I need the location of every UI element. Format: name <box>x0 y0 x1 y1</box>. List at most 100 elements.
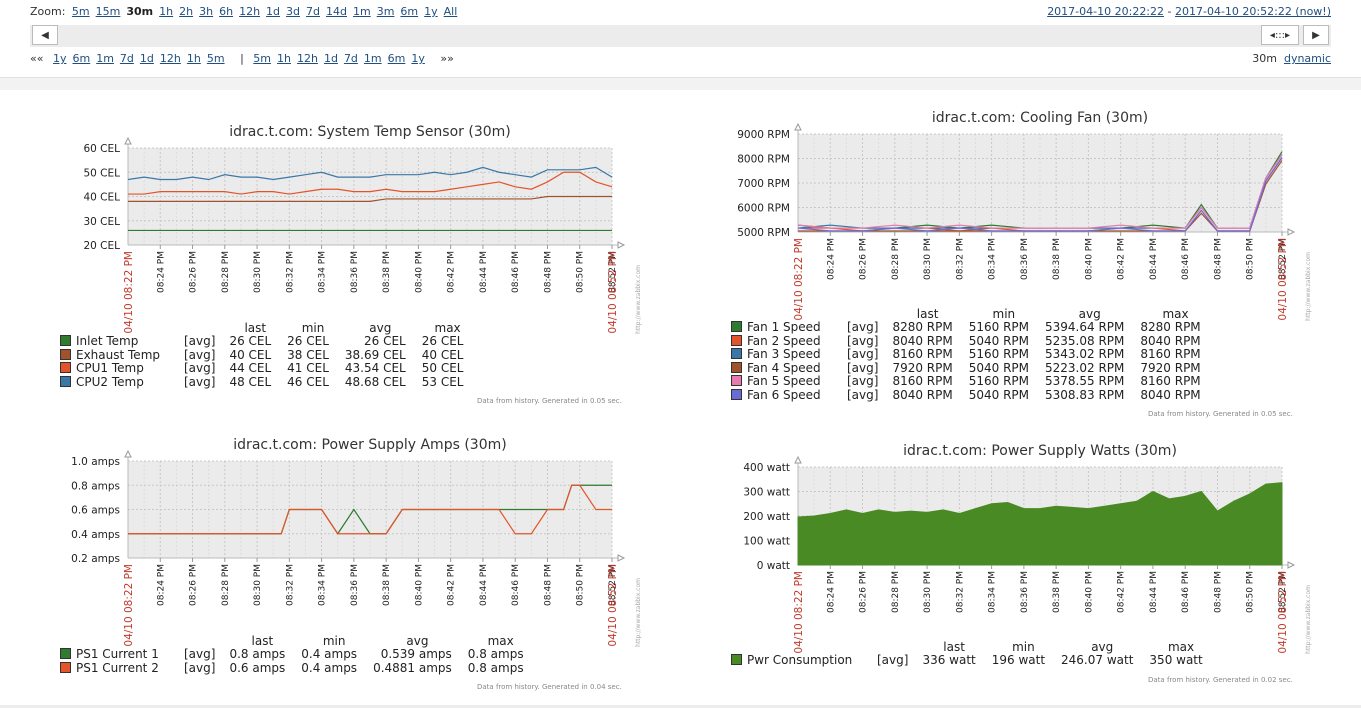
x-start-label: 04/10 08:22 PM <box>123 251 135 334</box>
zoom-option-1d[interactable]: 1d <box>266 5 281 18</box>
nav-back-1m[interactable]: 1m <box>96 52 114 65</box>
legend-header-blank <box>731 307 847 321</box>
x-axis-arrow <box>617 241 626 249</box>
nav-back-5m[interactable]: 5m <box>206 52 225 65</box>
graph-temp: idrac.t.com: System Temp Sensor (30m) 60 … <box>55 118 655 348</box>
legend-min: 38 CEL <box>287 347 329 362</box>
legend-header-max: max <box>1162 307 1189 321</box>
nav-forward-5m[interactable]: 5m <box>253 52 271 65</box>
legend-header-blank <box>184 321 229 335</box>
zoom-option-all[interactable]: All <box>443 5 458 18</box>
zoom-row: Zoom: 5m 15m 30m 1h 2h 3h 6h 12h 1d 3d 7d 14d 1m 3m 6m… <box>30 5 466 18</box>
legend-series-name: Fan 4 Speed <box>747 360 821 375</box>
nav-back-7d[interactable]: 7d <box>119 52 134 65</box>
zoom-option-3h[interactable]: 3h <box>199 5 214 18</box>
zoom-option-6h[interactable]: 6h <box>219 5 234 18</box>
zoom-option-1h[interactable]: 1h <box>159 5 174 18</box>
x-tick-label: 08:38 PM <box>1052 571 1062 613</box>
zoom-option-15m[interactable]: 15m <box>95 5 121 18</box>
forward-marker: »» <box>440 52 454 65</box>
zoom-option-14d[interactable]: 14d <box>326 5 347 18</box>
y-tick-label: 0.8 amps <box>71 480 120 492</box>
legend-series: Fan 2 Speed <box>731 334 847 349</box>
legend-last: 8160 RPM <box>892 374 953 388</box>
x-tick-label: 08:24 PM <box>826 571 836 613</box>
y-tick-label: 0 watt <box>757 560 790 572</box>
legend-series: CPU1 Temp <box>60 361 184 376</box>
legend-avg: 5308.83 RPM <box>1045 387 1125 402</box>
period-value: 30m <box>1252 52 1277 65</box>
graph-fan-title: idrac.t.com: Cooling Fan (30m) <box>932 110 1148 126</box>
nav-forward-7d[interactable]: 7d <box>343 52 358 65</box>
legend-min: 5160 RPM <box>968 347 1029 361</box>
series-line-ps1-current-2 <box>128 484 612 535</box>
nav-forward-1y[interactable]: 1y <box>411 52 425 65</box>
legend-row: Fan 3 Speed [avg] 8160 RPM 5160 RPM 5343.02 … <box>731 347 1217 362</box>
x-tick-label: 08:50 PM <box>1246 571 1256 613</box>
scroll-right-button[interactable]: ▶ <box>1303 25 1329 45</box>
x-tick-label: 08:36 PM <box>350 251 360 293</box>
legend-swatch <box>60 348 71 360</box>
legend-amps: last min avg max PS1 Current 1 [avg] 0.8 amps 0… <box>60 634 540 675</box>
legend-header-blank <box>60 634 184 648</box>
period-separator: - <box>1164 5 1175 18</box>
y-axis-arrow <box>124 449 132 458</box>
zoom-option-5m[interactable]: 5m <box>71 5 90 18</box>
legend-header-row: last min avg max <box>60 634 540 648</box>
zoom-option-12h[interactable]: 12h <box>239 5 261 18</box>
dynamic-mode-link[interactable]: dynamic <box>1283 52 1331 65</box>
zoom-option-7d[interactable]: 7d <box>306 5 320 18</box>
legend-row: Fan 5 Speed [avg] 8160 RPM 5160 RPM 5378.55 … <box>731 374 1217 389</box>
zoom-option-30m[interactable]: 30m <box>126 5 154 18</box>
x-axis-arrow <box>1287 561 1296 569</box>
scroll-handle[interactable]: ◂:::▸ <box>1261 25 1299 45</box>
nav-back-1d[interactable]: 1d <box>139 52 154 65</box>
nav-forward-1d[interactable]: 1d <box>323 52 338 65</box>
watermark: http://www.zabbix.com <box>635 578 642 647</box>
timeline-scrollbar[interactable]: ◀ ◂:::▸ ▶ <box>30 25 1331 47</box>
legend-series: Fan 3 Speed <box>731 347 847 362</box>
series-line-fan-6-speed <box>797 157 1283 232</box>
legend-header-row: last min avg max <box>60 321 479 335</box>
nav-forward-1h[interactable]: 1h <box>277 52 291 65</box>
nav-back-6m[interactable]: 6m <box>72 52 91 65</box>
legend-avg: 5343.02 RPM <box>1045 347 1125 361</box>
zoom-option-1m[interactable]: 1m <box>352 5 371 18</box>
zoom-option-3d[interactable]: 3d <box>286 5 301 18</box>
x-tick-label: 08:28 PM <box>891 571 901 613</box>
legend-func: [avg] <box>847 320 879 334</box>
nav-forward-6m[interactable]: 6m <box>387 52 406 65</box>
legend-avg: 43.54 CEL <box>344 361 406 375</box>
nav-forward-1m[interactable]: 1m <box>363 52 382 65</box>
x-start-label: 04/10 08:22 PM <box>793 238 805 321</box>
legend-last: 8280 RPM <box>892 320 953 334</box>
zoom-option-1y[interactable]: 1y <box>424 5 438 18</box>
scroll-left-button[interactable]: ◀ <box>32 25 58 45</box>
period-to-link[interactable]: 2017-04-10 20:52:22 (now!) <box>1174 5 1331 18</box>
x-tick-label: 08:46 PM <box>511 564 521 606</box>
x-tick-label: 08:46 PM <box>1181 238 1191 280</box>
nav-back-1h[interactable]: 1h <box>186 52 201 65</box>
x-end-label: 04/10 08:52 PM <box>1277 238 1289 321</box>
legend-series: Inlet Temp <box>60 334 184 349</box>
x-tick-label: 08:48 PM <box>1213 238 1223 280</box>
legend-series-name: PS1 Current 1 <box>76 647 159 661</box>
legend-series: Fan 5 Speed <box>731 374 847 389</box>
legend-min: 5040 RPM <box>968 360 1029 375</box>
legend-avg: 5223.02 RPM <box>1045 360 1125 375</box>
period-from-link[interactable]: 2017-04-10 20:22:22 <box>1047 5 1165 18</box>
legend-header-row: last min avg max <box>731 640 1219 654</box>
y-axis-arrow <box>794 122 802 131</box>
legend-header-max: max <box>1167 640 1195 654</box>
zoom-option-2h[interactable]: 2h <box>179 5 194 18</box>
legend-func: [avg] <box>184 647 216 661</box>
zoom-option-3m[interactable]: 3m <box>376 5 395 18</box>
x-tick-label: 08:50 PM <box>1246 238 1256 280</box>
nav-back-12h[interactable]: 12h <box>159 52 181 65</box>
zoom-option-6m[interactable]: 6m <box>400 5 419 18</box>
bottom-border <box>0 705 1361 708</box>
legend-series-name: CPU1 Temp <box>76 361 144 375</box>
x-tick-label: 08:24 PM <box>826 238 836 280</box>
nav-forward-12h[interactable]: 12h <box>296 52 318 65</box>
nav-back-1y[interactable]: 1y <box>52 52 67 65</box>
